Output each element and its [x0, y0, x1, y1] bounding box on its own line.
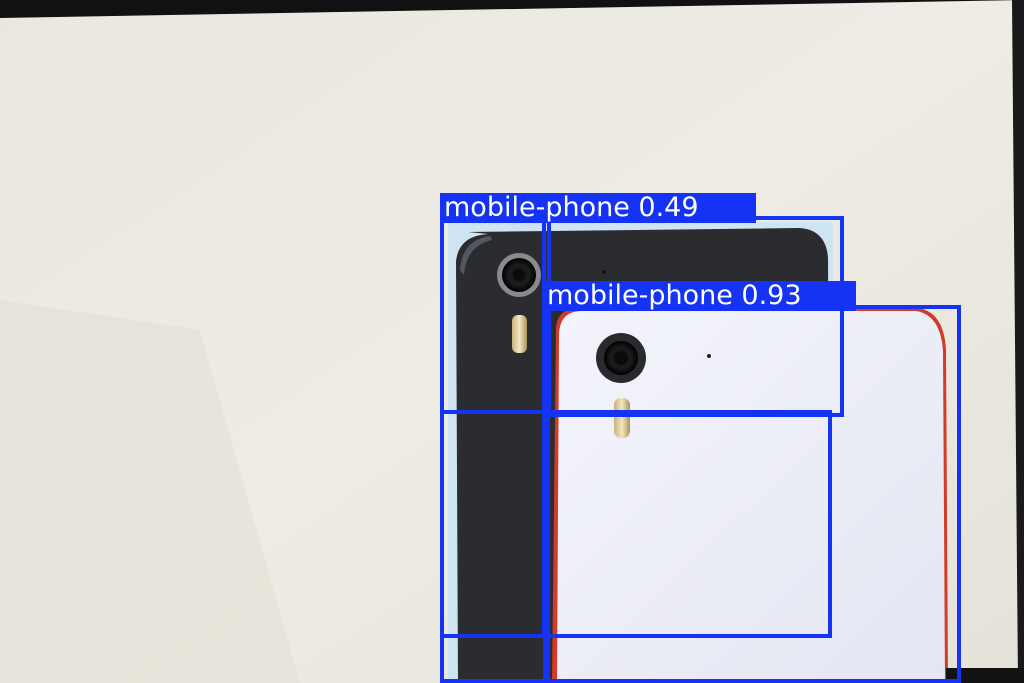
- right-edge-shadow: [1012, 0, 1024, 683]
- detection-box-093-inner: [440, 410, 550, 683]
- dark-corner: [0, 0, 1024, 18]
- dark-phone-highlight: [460, 236, 492, 275]
- detection-label-049: mobile-phone 0.49: [440, 193, 756, 223]
- white-phone-flash: [614, 398, 630, 438]
- detection-label-093: mobile-phone 0.93: [543, 281, 856, 311]
- white-phone: [557, 311, 945, 683]
- soft-shadow: [0, 300, 300, 683]
- dark-phone-flash: [512, 315, 527, 353]
- detection-box-093: [543, 305, 961, 683]
